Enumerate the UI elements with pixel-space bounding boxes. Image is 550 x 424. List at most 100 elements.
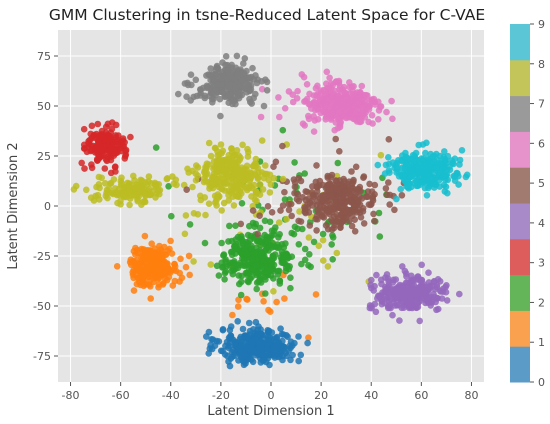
- point-cluster-8: [219, 147, 227, 155]
- point-cluster-4: [407, 295, 414, 303]
- point-cluster-1: [312, 291, 320, 298]
- point-cluster-2: [264, 267, 271, 275]
- point-cluster-2: [238, 272, 245, 280]
- point-cluster-3: [88, 122, 96, 130]
- point-cluster-1: [167, 237, 174, 245]
- point-cluster-5: [308, 189, 316, 196]
- point-cluster-2: [281, 196, 289, 203]
- point-cluster-2: [246, 222, 253, 230]
- point-cluster-8: [181, 230, 189, 238]
- point-cluster-1: [185, 252, 193, 260]
- point-cluster-2: [238, 200, 246, 207]
- point-cluster-4: [385, 278, 393, 285]
- point-cluster-8: [240, 176, 247, 183]
- point-cluster-1: [155, 281, 163, 288]
- point-cluster-8: [324, 263, 332, 270]
- x-tick-label: -40: [162, 389, 180, 402]
- point-cluster-2: [258, 272, 266, 280]
- point-cluster-6: [276, 113, 283, 121]
- point-cluster-2: [226, 222, 233, 230]
- point-cluster-4: [396, 317, 403, 324]
- colorbar-tick-label: 6: [538, 137, 545, 150]
- point-cluster-4: [388, 285, 395, 293]
- point-cluster-4: [410, 291, 418, 299]
- point-cluster-3: [94, 142, 101, 150]
- point-cluster-8: [200, 178, 208, 186]
- point-cluster-6: [310, 128, 318, 135]
- point-cluster-6: [369, 120, 376, 127]
- point-cluster-8: [189, 183, 196, 191]
- point-cluster-2: [280, 259, 287, 267]
- point-cluster-1: [129, 269, 136, 276]
- point-cluster-5: [333, 177, 340, 185]
- colorbar-tick-label: 2: [538, 296, 545, 309]
- point-cluster-8: [207, 152, 215, 160]
- point-cluster-4: [393, 302, 401, 309]
- point-cluster-2: [278, 248, 286, 256]
- point-cluster-0: [243, 334, 251, 341]
- point-cluster-7: [205, 71, 212, 78]
- point-cluster-2: [375, 209, 383, 217]
- colorbar-segment-0: [510, 346, 530, 383]
- point-cluster-8: [145, 173, 153, 180]
- point-cluster-4: [387, 296, 395, 303]
- point-cluster-9: [456, 161, 463, 168]
- point-cluster-9: [422, 168, 430, 176]
- point-cluster-5: [281, 188, 288, 196]
- point-cluster-9: [436, 176, 443, 184]
- point-cluster-5: [341, 187, 348, 195]
- point-cluster-2: [276, 231, 284, 238]
- point-cluster-4: [403, 279, 411, 287]
- point-cluster-5: [333, 217, 341, 225]
- point-cluster-2: [213, 262, 221, 270]
- point-cluster-4: [401, 287, 409, 295]
- point-cluster-7: [188, 81, 195, 89]
- point-cluster-7: [183, 93, 190, 100]
- point-cluster-8: [90, 197, 98, 204]
- point-cluster-6: [365, 103, 373, 110]
- point-cluster-5: [343, 214, 350, 221]
- point-cluster-5: [359, 208, 367, 215]
- point-cluster-0: [257, 340, 265, 348]
- point-cluster-4: [408, 272, 415, 280]
- point-cluster-8: [218, 185, 225, 192]
- point-cluster-8: [275, 219, 283, 226]
- point-cluster-6: [258, 85, 266, 93]
- point-cluster-0: [229, 336, 237, 343]
- point-cluster-8: [107, 179, 115, 187]
- point-cluster-8: [266, 189, 274, 196]
- point-cluster-8: [296, 208, 303, 215]
- point-cluster-2: [186, 221, 194, 228]
- point-cluster-7: [240, 60, 247, 67]
- point-cluster-7: [252, 90, 259, 98]
- point-cluster-6: [383, 108, 390, 116]
- point-cluster-3: [127, 133, 134, 141]
- point-cluster-4: [456, 290, 463, 298]
- point-cluster-1: [156, 267, 163, 275]
- point-cluster-8: [83, 186, 90, 194]
- point-cluster-7: [247, 86, 255, 93]
- point-cluster-6: [321, 107, 328, 114]
- point-cluster-5: [288, 212, 296, 220]
- point-cluster-0: [275, 353, 282, 361]
- point-cluster-6: [355, 94, 362, 102]
- point-cluster-2: [291, 159, 298, 166]
- point-cluster-2: [218, 264, 226, 271]
- point-cluster-6: [353, 89, 361, 96]
- point-cluster-3: [112, 150, 119, 157]
- point-cluster-2: [276, 277, 284, 285]
- point-cluster-2: [266, 257, 274, 264]
- point-cluster-6: [346, 79, 353, 86]
- point-cluster-7: [187, 71, 195, 78]
- point-cluster-6: [333, 104, 341, 111]
- point-cluster-4: [425, 269, 432, 277]
- point-cluster-1: [234, 303, 242, 310]
- point-cluster-3: [101, 165, 109, 172]
- point-cluster-8: [201, 169, 208, 176]
- point-cluster-0: [259, 357, 267, 364]
- point-cluster-9: [441, 148, 448, 155]
- point-cluster-0: [258, 346, 265, 354]
- point-cluster-6: [358, 82, 366, 90]
- point-cluster-8: [258, 137, 266, 144]
